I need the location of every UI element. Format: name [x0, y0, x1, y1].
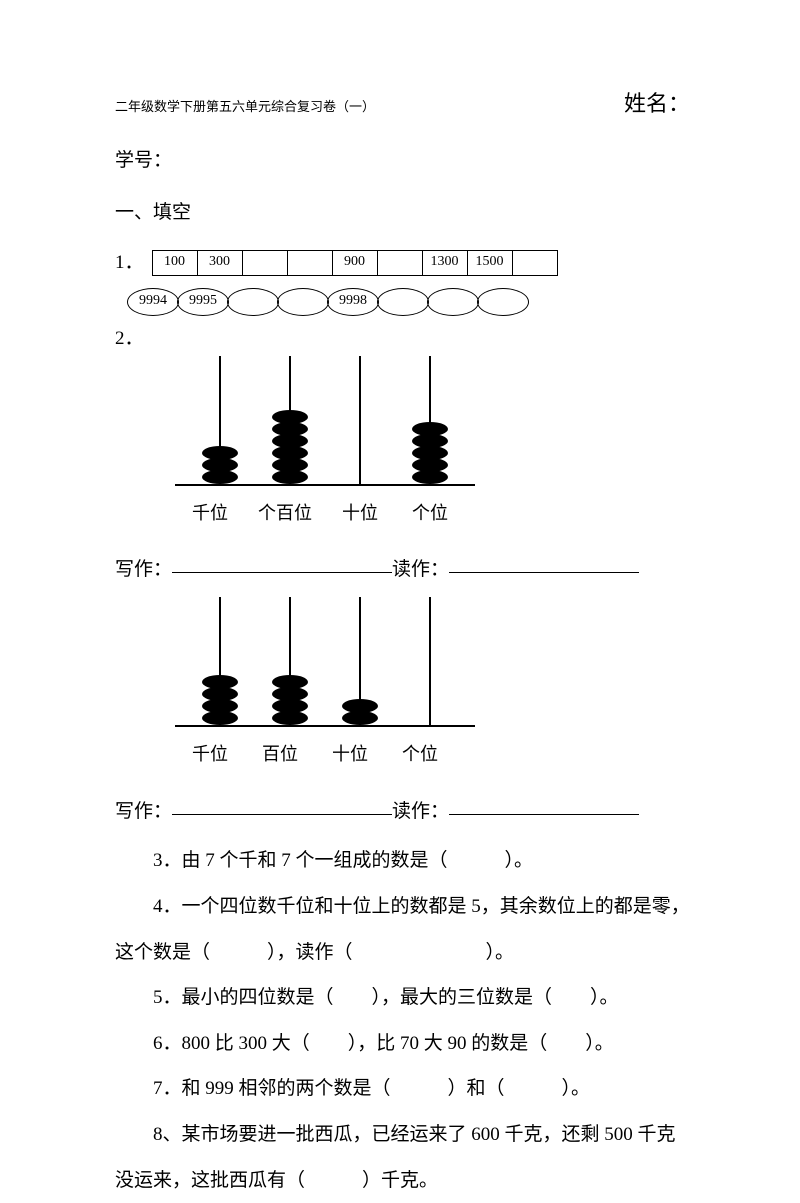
abacus1-labels: 千位个百位十位个位 [175, 494, 690, 534]
q5-text: 5．最小的四位数是（ ），最大的三位数是（ ）。 [115, 975, 690, 1021]
q1-number: 1． [115, 242, 144, 284]
abacus-rod [395, 597, 465, 725]
abacus-rod [255, 597, 325, 725]
abacus-bead [272, 711, 308, 725]
sequence-oval[interactable] [277, 288, 329, 316]
sequence-oval[interactable]: 9998 [327, 288, 379, 316]
abacus-2 [175, 597, 475, 727]
write-label-1: 写作： [115, 549, 172, 591]
abacus-rod [255, 356, 325, 484]
q1-ovals: 99949995 9998 [127, 288, 690, 316]
sequence-box[interactable] [512, 250, 558, 276]
section-title: 一、填空 [115, 192, 690, 234]
abacus-bead [202, 711, 238, 725]
read-label-1: 读作： [392, 549, 449, 591]
sequence-oval[interactable]: 9994 [127, 288, 179, 316]
sequence-box[interactable]: 100 [152, 250, 198, 276]
sequence-box[interactable] [242, 250, 288, 276]
place-label: 千位 [175, 735, 245, 775]
q7-text: 7．和 999 相邻的两个数是（ ）和（ ）。 [115, 1066, 690, 1112]
q4-text: 4．一个四位数千位和十位上的数都是 5，其余数位上的都是零，这个数是（ ），读作… [115, 884, 690, 975]
abacus2-labels: 千位百位十位个位 [175, 735, 690, 775]
place-label: 个百位 [245, 494, 325, 534]
q8-text: 8、某市场要进一批西瓜，已经运来了 600 千克，还剩 500 千克没运来，这批… [115, 1112, 690, 1203]
abacus-bead [412, 470, 448, 484]
place-label: 个位 [395, 494, 465, 534]
sequence-oval[interactable] [427, 288, 479, 316]
abacus-bead [202, 470, 238, 484]
sequence-box[interactable]: 1300 [422, 250, 468, 276]
abacus-bead [272, 470, 308, 484]
sequence-oval[interactable] [477, 288, 529, 316]
place-label: 十位 [325, 494, 395, 534]
sequence-oval[interactable] [227, 288, 279, 316]
q6-text: 6．800 比 300 大（ ），比 70 大 90 的数是（ ）。 [115, 1021, 690, 1067]
sequence-box[interactable] [377, 250, 423, 276]
read-label-2: 读作： [392, 791, 449, 833]
write-label-2: 写作： [115, 791, 172, 833]
q2-number: 2． [115, 318, 690, 360]
sequence-box[interactable]: 900 [332, 250, 378, 276]
name-label: 姓名： [624, 80, 690, 128]
write-blank-1[interactable] [172, 549, 392, 573]
student-number-label: 学号： [115, 140, 690, 182]
worksheet-subtitle: 二年级数学下册第五六单元综合复习卷（一） [115, 93, 375, 122]
abacus-bead [342, 711, 378, 725]
read-blank-2[interactable] [449, 791, 639, 815]
abacus-rod [185, 597, 255, 725]
sequence-box[interactable]: 1500 [467, 250, 513, 276]
place-label: 百位 [245, 735, 315, 775]
sequence-oval[interactable] [377, 288, 429, 316]
place-label: 十位 [315, 735, 385, 775]
abacus-rod [325, 597, 395, 725]
sequence-box[interactable]: 300 [197, 250, 243, 276]
place-label: 个位 [385, 735, 455, 775]
abacus-rod [185, 356, 255, 484]
sequence-box[interactable] [287, 250, 333, 276]
read-blank-1[interactable] [449, 549, 639, 573]
abacus-rod [325, 356, 395, 484]
q3-text: 3．由 7 个千和 7 个一组成的数是（ ）。 [115, 838, 690, 884]
place-label: 千位 [175, 494, 245, 534]
write-blank-2[interactable] [172, 791, 392, 815]
abacus-rod [395, 356, 465, 484]
q1-boxes: 100300 900 13001500 [152, 250, 558, 276]
abacus-1 [175, 356, 475, 486]
sequence-oval[interactable]: 9995 [177, 288, 229, 316]
